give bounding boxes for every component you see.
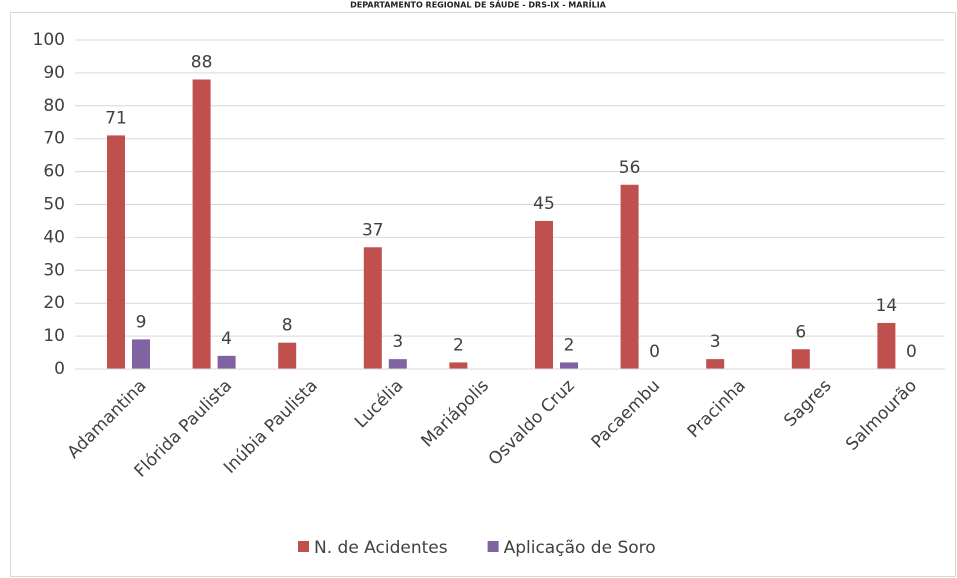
x-tick-label: Pracinha — [684, 376, 750, 442]
bar — [877, 322, 896, 369]
bar — [560, 362, 578, 369]
x-tick-label: Sagres — [780, 376, 835, 431]
data-label: 2 — [564, 335, 575, 355]
x-tick-label: Inúbia Paulista — [220, 376, 322, 478]
data-label: 14 — [876, 296, 898, 316]
y-tick-label: 0 — [54, 359, 65, 379]
data-label: 8 — [282, 316, 293, 336]
y-tick-label: 50 — [43, 195, 65, 215]
bar — [132, 339, 150, 369]
bar — [620, 184, 639, 369]
y-tick-label: 30 — [43, 260, 65, 280]
x-tick-label: Lucélia — [351, 376, 407, 432]
x-tick-label: Salmourão — [842, 376, 921, 455]
data-label: 71 — [105, 108, 127, 128]
bar — [107, 135, 125, 369]
bar — [791, 349, 810, 369]
data-label: 3 — [710, 332, 721, 352]
y-tick-label: 60 — [43, 162, 65, 182]
chart-title: DEPARTAMENTO REGIONAL DE SÁUDE - DRS-IX … — [350, 0, 607, 10]
legend-label: Aplicação de Soro — [504, 538, 656, 558]
data-label: 4 — [221, 329, 232, 349]
data-label: 6 — [795, 322, 806, 342]
bar — [363, 247, 382, 369]
data-label: 37 — [362, 220, 384, 240]
data-label: 56 — [619, 158, 641, 178]
bar — [192, 79, 211, 369]
data-label: 3 — [392, 332, 403, 352]
x-tick-label: Adamantina — [64, 376, 151, 463]
bar — [449, 362, 468, 369]
data-label: 9 — [136, 312, 147, 332]
x-tick-label: Mariápolis — [418, 376, 494, 452]
y-tick-label: 70 — [43, 129, 65, 149]
legend-swatch — [298, 541, 309, 552]
y-tick-label: 20 — [43, 293, 65, 313]
data-label: 2 — [453, 335, 464, 355]
bar — [388, 359, 407, 369]
legend-swatch — [487, 541, 499, 552]
data-label: 0 — [649, 342, 660, 362]
data-label: 0 — [906, 342, 917, 362]
data-label: 45 — [533, 194, 555, 214]
bar — [278, 342, 297, 369]
x-tick-label: Osvaldo Cruz — [485, 376, 579, 470]
chart-frame — [10, 12, 956, 577]
bar — [706, 359, 725, 369]
y-tick-label: 80 — [43, 96, 65, 116]
y-tick-label: 90 — [43, 63, 65, 83]
y-tick-label: 100 — [33, 30, 65, 50]
x-tick-label: Pacaembu — [588, 376, 665, 453]
bar — [217, 355, 236, 369]
y-tick-label: 10 — [43, 326, 65, 346]
bar — [535, 220, 553, 369]
legend-label: N. de Acidentes — [314, 538, 448, 558]
data-label: 88 — [191, 52, 213, 72]
y-tick-label: 40 — [43, 227, 65, 247]
